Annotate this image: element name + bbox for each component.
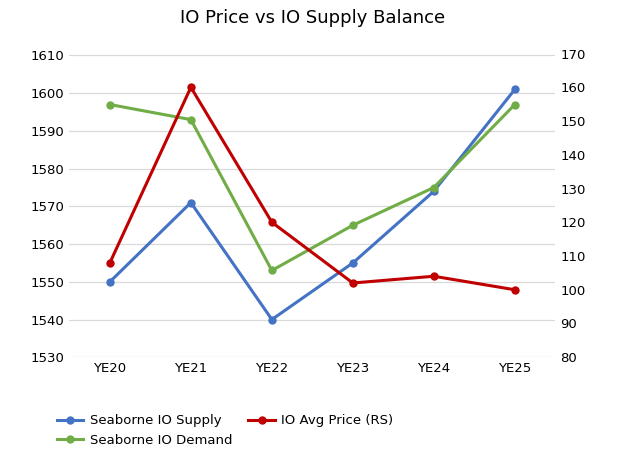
Line: IO Avg Price (RS): IO Avg Price (RS): [107, 84, 518, 293]
Seaborne IO Demand: [430, 185, 437, 190]
Seaborne IO Supply: [349, 260, 357, 266]
IO Avg Price (RS): [187, 85, 194, 90]
Seaborne IO Supply: [187, 200, 194, 205]
Seaborne IO Demand: [349, 223, 357, 228]
Seaborne IO Demand: [268, 268, 276, 273]
IO Avg Price (RS): [268, 219, 276, 225]
Seaborne IO Supply: [430, 189, 437, 194]
Line: Seaborne IO Demand: Seaborne IO Demand: [107, 101, 518, 274]
IO Avg Price (RS): [430, 273, 437, 279]
Seaborne IO Demand: [187, 117, 194, 122]
Line: Seaborne IO Supply: Seaborne IO Supply: [107, 86, 518, 323]
IO Avg Price (RS): [349, 280, 357, 286]
IO Avg Price (RS): [106, 260, 114, 266]
Legend: Seaborne IO Supply, Seaborne IO Demand, IO Avg Price (RS): Seaborne IO Supply, Seaborne IO Demand, …: [57, 414, 394, 447]
Seaborne IO Supply: [511, 87, 519, 92]
Seaborne IO Demand: [511, 102, 519, 107]
Seaborne IO Supply: [268, 317, 276, 322]
Seaborne IO Supply: [106, 279, 114, 284]
Title: IO Price vs IO Supply Balance: IO Price vs IO Supply Balance: [180, 9, 445, 27]
IO Avg Price (RS): [511, 287, 519, 293]
Seaborne IO Demand: [106, 102, 114, 107]
